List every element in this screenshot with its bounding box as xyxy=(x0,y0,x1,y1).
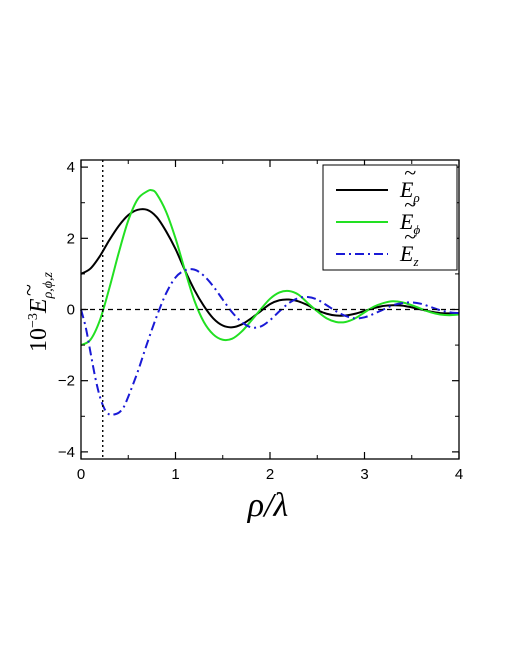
series-layer xyxy=(80,189,460,416)
y-tick-label: −2 xyxy=(58,373,75,390)
legend-tilde: ~ xyxy=(404,192,416,217)
series-line-z xyxy=(80,268,460,416)
legend-label: Eϕ xyxy=(399,209,420,237)
legend-tilde: ~ xyxy=(404,160,416,185)
x-tick-label: 4 xyxy=(455,466,463,483)
x-tick-label: 1 xyxy=(171,466,179,483)
x-tick-label: 2 xyxy=(266,466,274,483)
y-tick-label: −4 xyxy=(58,444,75,461)
y-axis-label-tilde: ~ xyxy=(16,284,41,296)
plot-frame xyxy=(80,159,460,460)
y-axis-label-symbol: E xyxy=(26,298,52,314)
legend-entry-2: Eϕ~ xyxy=(336,192,420,237)
y-axis-label-exponent: −3 xyxy=(26,313,41,328)
y-tick-label: 0 xyxy=(67,302,75,319)
legend-entry-3: Ez~ xyxy=(336,224,419,269)
legend-label: Ez xyxy=(399,241,419,269)
legend: Eρ~Eϕ~Ez~ xyxy=(322,160,458,271)
legend-box xyxy=(322,164,458,271)
legend-tilde: ~ xyxy=(404,224,416,249)
legend-label: Eρ xyxy=(399,177,420,205)
y-tick-label: 2 xyxy=(67,230,75,247)
x-axis-label: ρ/λ xyxy=(247,487,289,524)
y-axis-label: 10−3Eρ,ϕ,z xyxy=(26,271,56,352)
tick-labels: 0 1 2 3 4 −4 −2 0 2 4 xyxy=(58,159,463,483)
x-tick-label: 3 xyxy=(360,466,368,483)
series-line- xyxy=(80,189,460,347)
x-tick-label: 0 xyxy=(77,466,85,483)
y-axis-label-subscript: ρ,ϕ,z xyxy=(41,271,56,299)
y-tick-label: 4 xyxy=(67,159,75,176)
reference-lines xyxy=(81,160,459,459)
legend-entry-1: Eρ~ xyxy=(336,160,420,205)
y-axis-label-prefix: 10 xyxy=(26,328,52,352)
